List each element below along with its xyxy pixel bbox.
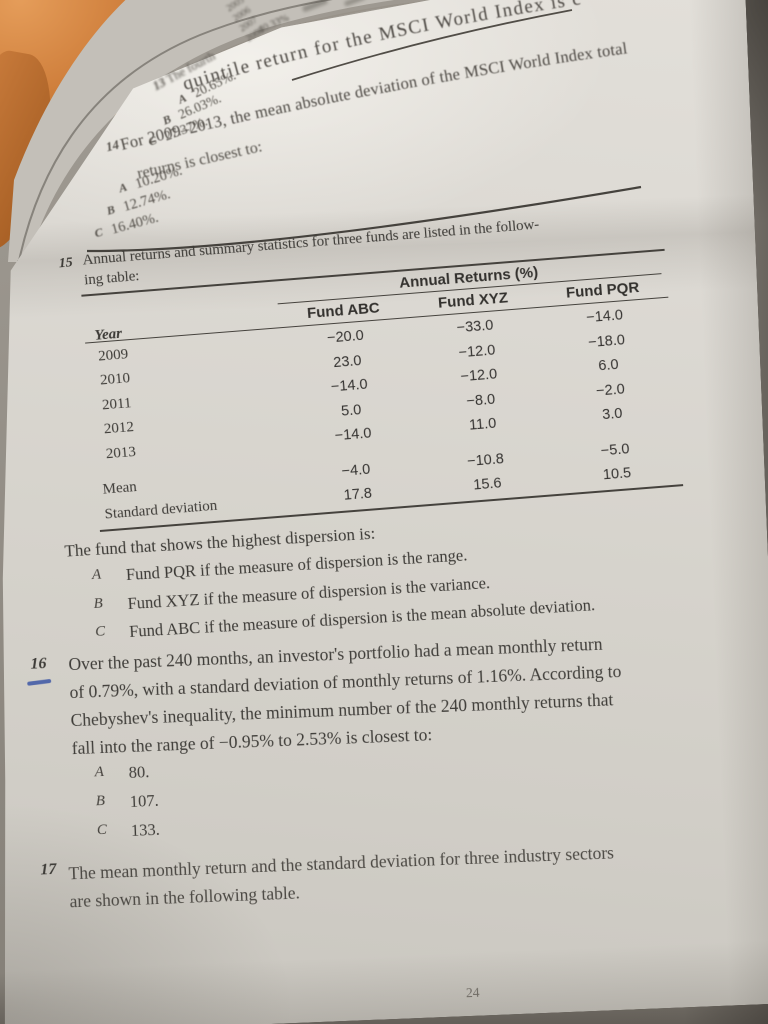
q17-number: 17	[40, 860, 57, 879]
page-stack-fill	[8, 0, 395, 262]
blue-pen-underline-mark	[27, 678, 52, 686]
q15-section: 15 Annual returns and summary statistics…	[38, 202, 718, 534]
cell-value: 15.6	[472, 475, 503, 494]
option-text: 80.	[128, 762, 150, 782]
option-letter: C	[96, 821, 108, 839]
page-number: 24	[465, 984, 480, 1001]
option-text: 133.	[130, 819, 161, 840]
q16-q17-section: 16 Over the past 240 months, an investor…	[22, 624, 756, 917]
cell-value: 17.8	[343, 485, 373, 504]
option-letter: B	[93, 595, 104, 612]
option-text: 107.	[129, 790, 160, 811]
option-letter: A	[91, 566, 102, 584]
annual-returns-table: Annual Returns (%) Year Fund ABC Fund XY…	[81, 248, 684, 532]
option-letter: C	[94, 623, 106, 640]
page-edge-curve	[11, 0, 334, 301]
q16-number: 16	[30, 655, 47, 673]
option-letter: B	[95, 792, 106, 810]
q15-number: 15	[58, 255, 74, 272]
option-letter: A	[94, 763, 105, 781]
cell-value: 10.5	[602, 465, 632, 484]
